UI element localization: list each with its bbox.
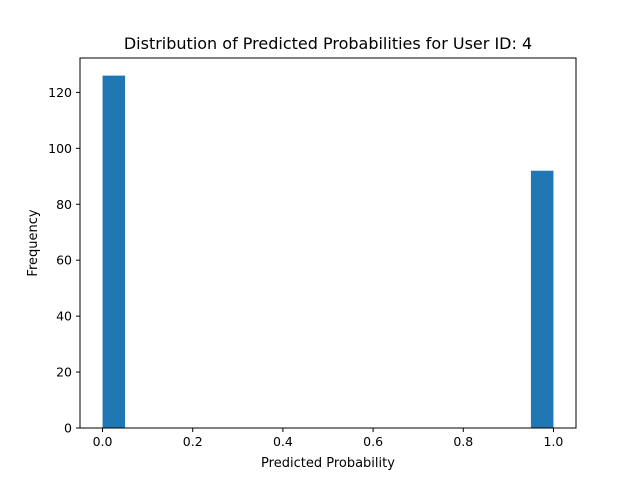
y-axis-ticks: 0 20 40 60 80 100 120 bbox=[48, 85, 80, 436]
histogram-bar-0 bbox=[102, 75, 126, 429]
bars-group bbox=[102, 75, 554, 429]
y-tick-label-4: 80 bbox=[56, 197, 72, 212]
x-tick-label-2: 0.4 bbox=[273, 434, 293, 449]
x-tick-label-0: 0.0 bbox=[93, 434, 113, 449]
chart-title: Distribution of Predicted Probabilities … bbox=[124, 34, 532, 53]
x-tick-label-3: 0.6 bbox=[363, 434, 383, 449]
y-tick-label-0: 0 bbox=[64, 421, 72, 436]
y-tick-label-3: 60 bbox=[56, 253, 72, 268]
y-tick-label-6: 120 bbox=[48, 85, 72, 100]
y-tick-label-2: 40 bbox=[56, 309, 72, 324]
x-axis-label: Predicted Probability bbox=[261, 456, 395, 471]
x-tick-label-1: 0.2 bbox=[183, 434, 203, 449]
x-tick-label-4: 0.8 bbox=[453, 434, 473, 449]
y-tick-label-1: 20 bbox=[56, 365, 72, 380]
plot-frame bbox=[79, 57, 577, 429]
histogram-bar-19 bbox=[530, 170, 554, 428]
x-tick-label-5: 1.0 bbox=[544, 434, 564, 449]
y-axis-label: Frequency bbox=[26, 209, 41, 276]
y-tick-label-5: 100 bbox=[48, 141, 72, 156]
x-axis-ticks: 0.0 0.2 0.4 0.6 0.8 1.0 bbox=[93, 428, 564, 449]
